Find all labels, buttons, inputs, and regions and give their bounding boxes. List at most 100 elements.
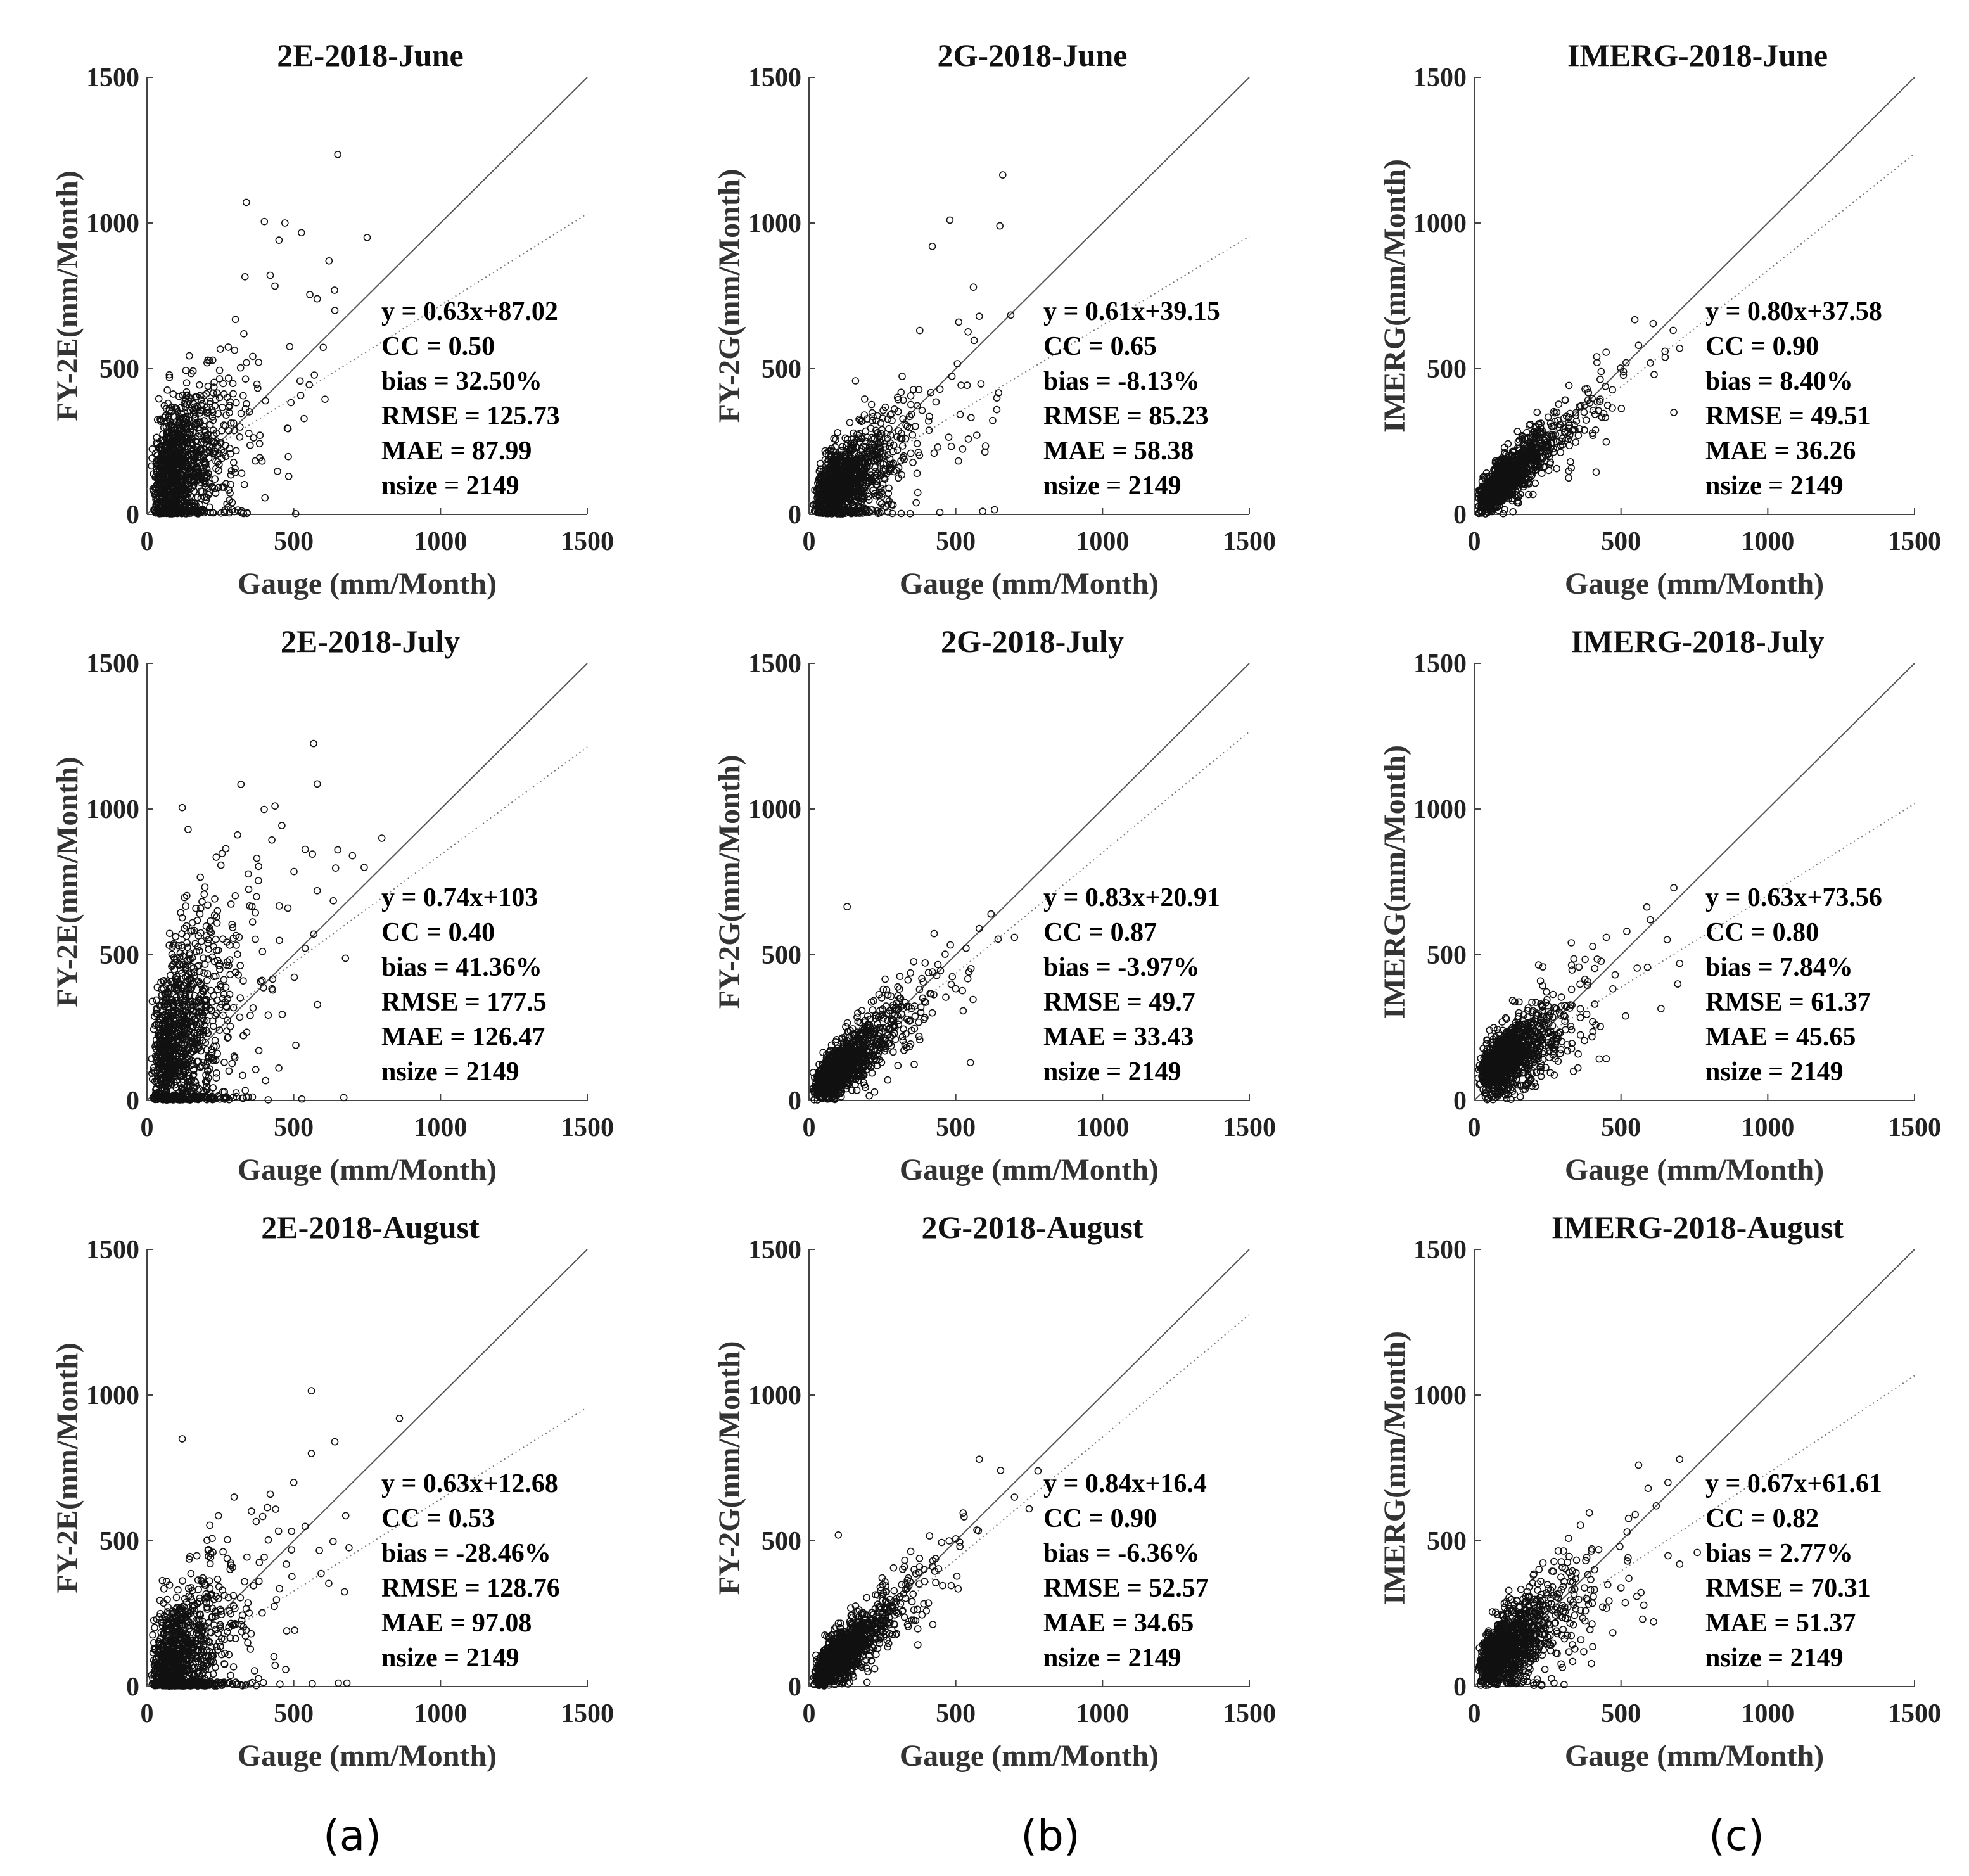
data-point: [153, 416, 162, 424]
data-point: [221, 422, 229, 430]
data-point: [1007, 311, 1015, 319]
stat-line: bias = 8.40%: [1705, 367, 1853, 396]
panel-title: 2G-2018-June: [938, 37, 1128, 73]
data-point: [229, 459, 238, 466]
data-point: [888, 509, 896, 518]
x-tick-label: 1000: [1741, 527, 1794, 556]
data-point: [1609, 386, 1616, 394]
data-point: [233, 941, 240, 949]
data-point: [1572, 438, 1579, 446]
data-point: [313, 887, 321, 895]
data-point: [212, 935, 220, 943]
data-point: [199, 468, 207, 476]
y-tick-label: 1500: [748, 649, 801, 679]
data-point: [174, 471, 182, 478]
data-point: [207, 917, 215, 925]
data-point: [240, 480, 248, 488]
data-point: [212, 853, 220, 861]
data-point: [156, 508, 164, 516]
data-point: [242, 198, 250, 207]
data-point: [314, 1000, 322, 1009]
data-point: [177, 455, 185, 463]
data-point: [159, 436, 167, 444]
data-point: [341, 954, 350, 962]
data-point: [907, 969, 914, 977]
data-point: [969, 283, 978, 291]
data-point: [907, 392, 915, 400]
data-point: [227, 471, 235, 479]
data-point: [260, 805, 268, 814]
data-point: [296, 377, 304, 385]
data-point: [169, 497, 177, 505]
data-point: [225, 426, 233, 435]
data-point: [238, 507, 246, 515]
data-point: [189, 406, 198, 414]
data-point: [964, 435, 972, 443]
data-point: [331, 286, 338, 294]
scatter-panel: IMERG-2018-June005005001000100015001500G…: [1378, 37, 1941, 601]
data-point: [215, 375, 224, 383]
data-point: [300, 414, 308, 423]
data-point: [912, 499, 920, 507]
data-point: [969, 995, 977, 1004]
data-point: [1580, 408, 1588, 416]
data-point: [197, 494, 205, 502]
data-point: [913, 469, 921, 478]
data-point: [885, 424, 893, 433]
data-point: [360, 864, 368, 871]
data-point: [163, 466, 172, 473]
data-point: [232, 399, 240, 407]
data-point: [957, 381, 965, 389]
data-point: [1565, 442, 1573, 450]
data-point: [953, 360, 961, 367]
data-point: [158, 416, 165, 424]
data-point: [260, 217, 269, 226]
data-point: [928, 242, 936, 250]
data-point: [301, 845, 309, 853]
stat-line: bias = 41.36%: [381, 953, 542, 982]
data-point: [182, 495, 190, 503]
data-point: [201, 461, 210, 468]
data-point: [906, 509, 914, 518]
data-point: [908, 431, 917, 439]
data-point: [164, 484, 172, 492]
y-tick-label: 0: [788, 1087, 801, 1116]
data-point: [220, 483, 228, 492]
x-tick-label: 1500: [561, 527, 614, 556]
data-point: [340, 1094, 348, 1102]
y-tick-label: 1000: [748, 795, 801, 824]
data-point: [217, 438, 225, 447]
data-point: [239, 977, 247, 985]
data-point: [206, 421, 214, 429]
data-point: [202, 390, 210, 398]
data-point: [1676, 344, 1684, 352]
data-point: [203, 409, 211, 417]
x-axis-label: Gauge (mm/Month): [238, 567, 497, 601]
data-point: [948, 373, 956, 380]
data-point: [182, 415, 189, 423]
data-point: [996, 222, 1004, 230]
data-point: [993, 405, 1001, 414]
data-point: [209, 509, 217, 516]
y-axis-label: IMERG(mm/Month): [1378, 159, 1411, 433]
data-point: [946, 216, 954, 224]
y-tick-label: 0: [126, 501, 139, 530]
data-point: [231, 892, 239, 900]
data-point: [185, 422, 193, 430]
data-point: [910, 1061, 918, 1068]
data-point: [325, 257, 333, 265]
data-point: [175, 491, 183, 499]
y-tick-label: 0: [126, 1087, 139, 1116]
data-point: [945, 433, 953, 441]
data-point: [1555, 400, 1563, 408]
data-point: [331, 307, 339, 314]
data-point: [861, 395, 869, 403]
data-point: [166, 475, 174, 483]
data-point: [245, 430, 253, 437]
data-point: [222, 452, 230, 461]
x-tick-label: 0: [141, 527, 154, 556]
data-point: [153, 433, 160, 442]
data-point: [959, 986, 966, 995]
data-point: [893, 446, 902, 454]
data-point: [189, 367, 197, 375]
